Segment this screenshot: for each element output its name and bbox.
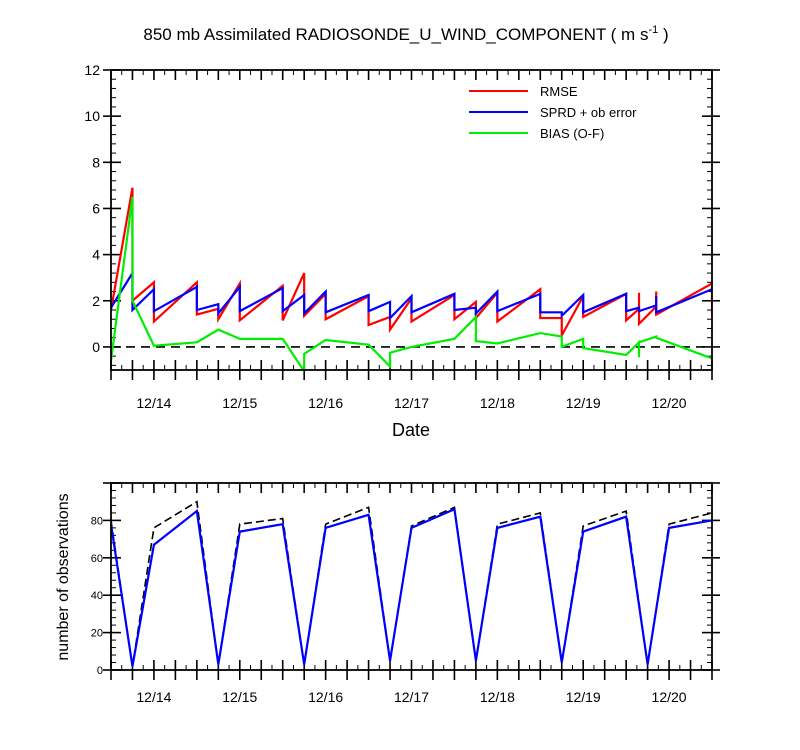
top-plot: 12/14 12/15 12/16 12/17 12/18 12/19 12/20 0 2 4 6 8…: [84, 62, 720, 411]
x-tick-label: 12/20: [652, 395, 687, 411]
x-axis-label: Date: [392, 420, 430, 440]
x-tick-label: 12/18: [480, 689, 515, 705]
x-tick-label: 12/15: [222, 689, 257, 705]
plot-frame: [110, 69, 713, 371]
x-tick-label: 12/19: [566, 395, 601, 411]
series-line-bias-o-f: [111, 196, 712, 370]
x-tick-label: 12/17: [394, 689, 429, 705]
y-tick-label: 12: [84, 62, 100, 78]
plot-frame: [110, 482, 713, 671]
chart-title: 850 mb Assimilated RADIOSONDE_U_WIND_COM…: [143, 24, 668, 44]
y-tick-label: 4: [92, 247, 100, 263]
y-tick-label: 0: [92, 339, 100, 355]
axes: 12/14 12/15 12/16 12/17 12/18 12/19 12/20 0 2 4 6 8…: [84, 62, 720, 411]
y-tick-label: 8: [92, 154, 100, 170]
bottom-plot: 12/14 12/15 12/16 12/17 12/18 12/19 12/20 0 20 40…: [91, 482, 720, 705]
x-tick-label: 12/19: [566, 689, 601, 705]
x-tick-label: 12/14: [136, 395, 171, 411]
legend-label: RMSE: [540, 84, 578, 99]
series-line-assimilated: [111, 507, 712, 667]
x-tick-label: 12/15: [222, 395, 257, 411]
y-tick-label: 60: [91, 553, 103, 565]
legend-label: BIAS (O-F): [540, 126, 604, 141]
x-tick-label: 12/16: [308, 395, 343, 411]
series-line-sprd-ob-error: [111, 269, 712, 321]
y-tick-label: 80: [91, 515, 103, 527]
legend-label: SPRD + ob error: [540, 105, 637, 120]
y-tick-label: 40: [91, 590, 103, 602]
series-group: [111, 187, 712, 370]
y-tick-label: 10: [84, 108, 100, 124]
y-tick-label: 2: [92, 293, 100, 309]
y-axis-label-observations: number of observations: [55, 493, 72, 660]
y-tick-label: 6: [92, 200, 100, 216]
y-tick-label: 20: [91, 628, 103, 640]
x-tick-label: 12/17: [394, 395, 429, 411]
x-tick-label: 12/20: [652, 689, 687, 705]
x-tick-label: 12/16: [308, 689, 343, 705]
y-tick-label: 0: [97, 665, 103, 677]
x-tick-label: 12/14: [136, 689, 171, 705]
series-group: [111, 500, 712, 667]
x-tick-label: 12/18: [480, 395, 515, 411]
series-line-possible: [111, 500, 712, 667]
legend: RMSE SPRD + ob error BIAS (O-F): [469, 84, 637, 141]
